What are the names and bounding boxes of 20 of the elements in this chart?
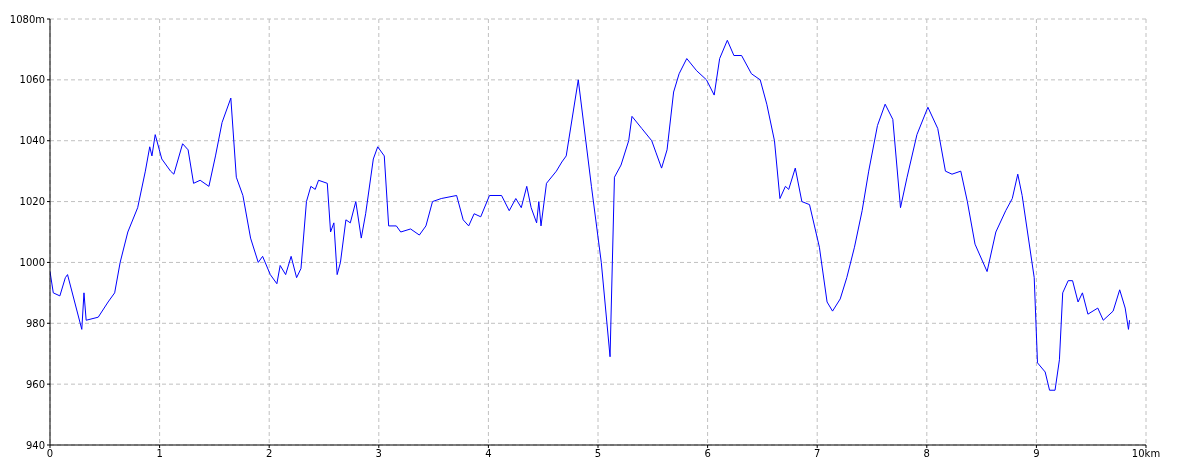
x-tick-label: 9 [1033,448,1040,460]
x-tick-label: 1 [156,448,163,460]
x-tick-label: 0 [46,448,54,460]
x-tick-label: 8 [923,448,930,460]
x-tick-label: 5 [594,448,602,460]
y-tick-label: 1000 [19,256,45,268]
y-tick-label: 940 [25,439,45,451]
y-tick-label: 1040 [19,135,45,147]
line-series [50,39,1131,391]
x-tick-label: 4 [485,448,492,460]
x-tick-label: 6 [704,448,711,460]
y-tick-label: 960 [25,378,45,390]
y-tick-label: 1020 [19,196,45,208]
x-tick-label: 10km [1131,448,1161,460]
y-tick-label: 1080m [9,13,45,25]
x-tick-label: 3 [375,448,382,460]
y-tick-label: 980 [25,317,45,329]
y-tick-label: 1060 [19,74,45,86]
x-tick-label: 7 [814,448,821,460]
x-tick-label: 2 [266,448,273,460]
